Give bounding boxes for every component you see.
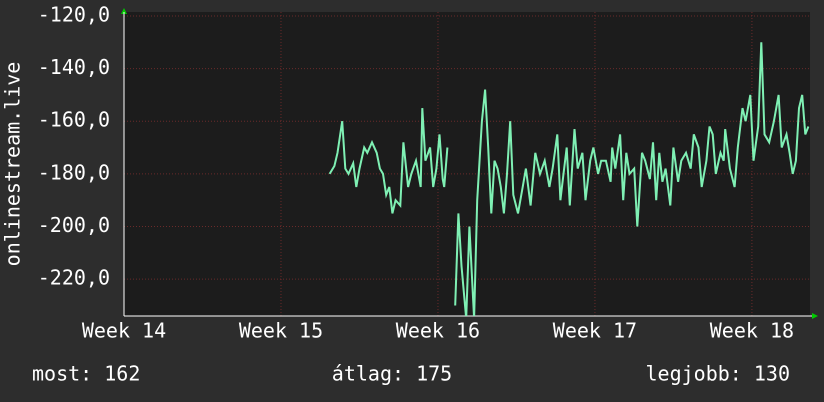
y-axis-label: onlinestream.live <box>1 62 25 267</box>
plot-area <box>124 12 810 316</box>
x-tick-label: Week 17 <box>553 319 637 343</box>
y-tick-label: -200,0 <box>38 213 110 237</box>
x-tick-label: Week 15 <box>239 319 323 343</box>
x-tick-label: Week 14 <box>82 319 166 343</box>
y-tick-label: -160,0 <box>38 108 110 132</box>
y-tick-label: -180,0 <box>38 160 110 184</box>
axis-arrow <box>121 8 127 14</box>
x-tick-label: Week 18 <box>710 319 794 343</box>
x-tick-label: Week 16 <box>396 319 480 343</box>
data-line <box>328 42 810 316</box>
stat-label: átlag: 175 <box>332 362 452 386</box>
y-tick-label: -140,0 <box>38 55 110 79</box>
y-tick-label: -220,0 <box>38 266 110 290</box>
axis-arrow <box>812 313 818 319</box>
y-tick-label: -120,0 <box>38 2 110 26</box>
stat-label: legjobb: 130 <box>646 362 791 386</box>
stat-label: most: 162 <box>32 362 140 386</box>
